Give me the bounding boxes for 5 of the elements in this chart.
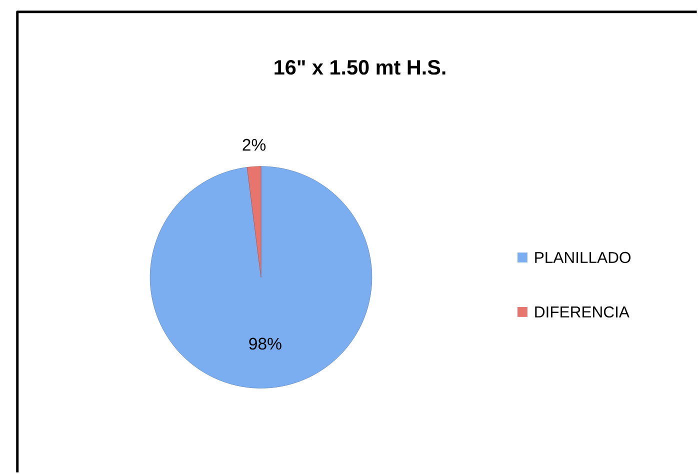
legend-label: DIFERENCIA [535, 306, 630, 318]
data-label: 2% [242, 139, 266, 151]
data-label: 98% [249, 338, 282, 350]
legend-label: PLANILLADO [535, 252, 631, 264]
chart-title: 16" x 1.50 mt H.S. [274, 60, 446, 75]
